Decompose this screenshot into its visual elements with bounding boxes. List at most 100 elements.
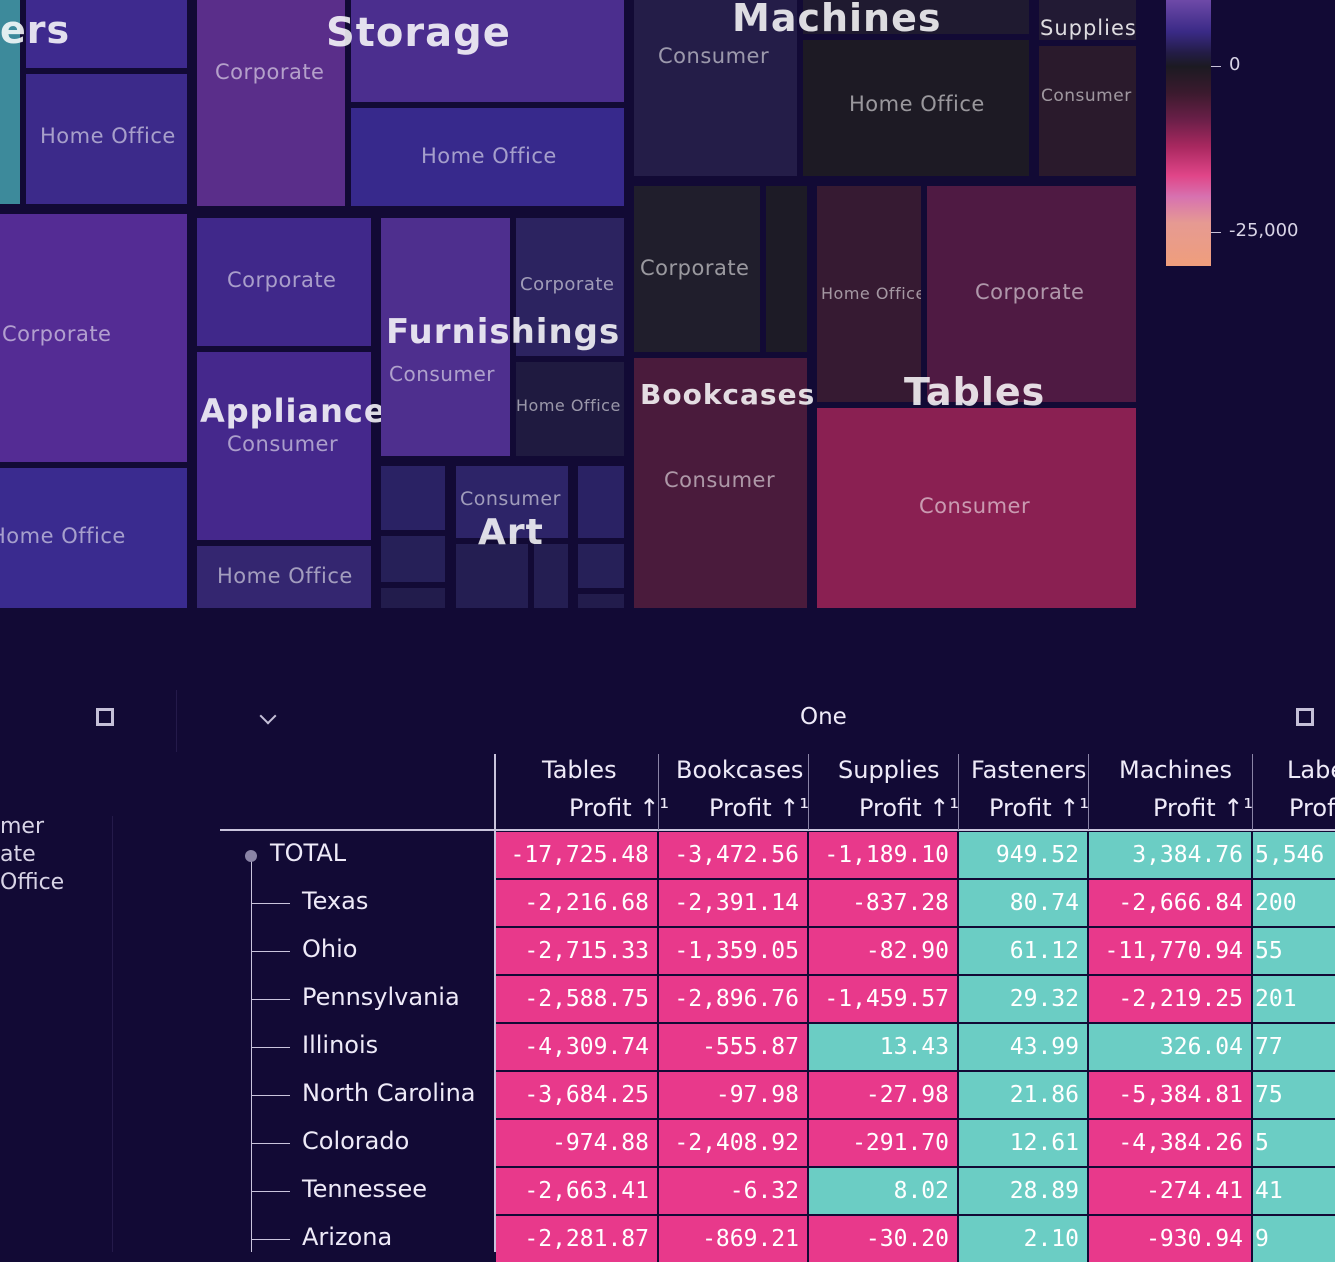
row-label[interactable]: Tennessee [302,1175,428,1203]
pivot-cell[interactable]: -6.32 [659,1168,807,1214]
tile-art-small-8[interactable] [578,594,624,608]
tile-art-small-7[interactable] [578,544,624,588]
tile-furnishings-corporate[interactable]: Corporate [516,218,624,356]
column-header-fasteners[interactable]: Fasteners [971,756,1087,784]
tile-storage-corporate[interactable]: Corporate [197,0,345,206]
pivot-cell[interactable]: -2,715.33 [496,928,657,974]
row-label[interactable]: Illinois [302,1031,379,1059]
legend-item-consumer[interactable]: mer [0,814,45,839]
pivot-cell[interactable]: 8.02 [809,1168,957,1214]
tile-machines-corporate[interactable]: Corporate [634,186,760,352]
pivot-cell[interactable]: -2,281.87 [496,1216,657,1262]
pivot-cell[interactable]: -5,384.81 [1089,1072,1251,1118]
pivot-cell[interactable]: 77 [1253,1024,1335,1070]
tile-machines-top[interactable] [803,0,1029,34]
pivot-cell[interactable]: -11,770.94 [1089,928,1251,974]
row-label[interactable]: Colorado [302,1127,410,1155]
tile-art-small-4[interactable] [381,588,445,608]
pivot-cell[interactable]: 41 [1253,1168,1335,1214]
pivot-cell[interactable]: -27.98 [809,1072,957,1118]
pivot-cell[interactable]: 55 [1253,928,1335,974]
column-measure-fasteners[interactable]: Profit ↑¹ [989,794,1089,822]
tile-art-small-6[interactable] [534,544,568,608]
row-label[interactable]: Pennsylvania [302,983,460,1011]
pivot-cell[interactable]: 43.99 [959,1024,1087,1070]
pivot-cell[interactable]: 9 [1253,1216,1335,1262]
pivot-cell[interactable]: 2.10 [959,1216,1087,1262]
tile-storage-home-office[interactable]: Home Office [351,108,624,206]
column-header-supplies[interactable]: Supplies [838,756,940,784]
pivot-cell[interactable]: -2,896.76 [659,976,807,1022]
pivot-cell[interactable]: 5 [1253,1120,1335,1166]
column-measure-labels[interactable]: Prof [1289,794,1335,822]
tile-tables-home-office[interactable]: Home Office [817,186,921,402]
pivot-cell[interactable]: 28.89 [959,1168,1087,1214]
pivot-cell[interactable]: -869.21 [659,1216,807,1262]
pivot-cell[interactable]: -2,663.41 [496,1168,657,1214]
pivot-cell[interactable]: -3,472.56 [659,832,807,878]
tile-machines-home-office[interactable]: Home Office [803,40,1029,176]
column-header-bookcases[interactable]: Bookcases [676,756,804,784]
pivot-cell[interactable]: -2,391.14 [659,880,807,926]
pivot-cell[interactable]: -974.88 [496,1120,657,1166]
pivot-cell[interactable]: 21.86 [959,1072,1087,1118]
pivot-cell[interactable]: 5,546 [1253,832,1335,878]
pivot-cell[interactable]: -4,384.26 [1089,1120,1251,1166]
pivot-cell[interactable]: -1,189.10 [809,832,957,878]
legend-item-corporate[interactable]: ate [0,842,36,867]
pivot-cell[interactable]: 200 [1253,880,1335,926]
row-label[interactable]: Texas [302,887,369,915]
tile-tables-corporate[interactable]: Corporate [927,186,1136,402]
tile-storage-consumer[interactable] [351,0,624,102]
pivot-cell[interactable]: -1,459.57 [809,976,957,1022]
tile-appliances-home-office[interactable]: Home Office [197,546,371,608]
pivot-cell[interactable]: -274.41 [1089,1168,1251,1214]
tile-machines-consumer[interactable]: Consumer [634,0,797,176]
pivot-cell[interactable]: -837.28 [809,880,957,926]
column-measure-tables[interactable]: Profit ↑¹ [569,794,669,822]
pivot-cell[interactable]: 29.32 [959,976,1087,1022]
column-measure-bookcases[interactable]: Profit ↑¹ [709,794,809,822]
column-measure-machines[interactable]: Profit ↑¹ [1153,794,1253,822]
tile-tables-consumer[interactable]: Consumer [817,408,1136,608]
tile-binders-home-office[interactable]: Home Office [26,74,187,204]
column-header-tables[interactable]: Tables [542,756,617,784]
tile-art-small-5[interactable] [456,544,528,608]
pivot-cell[interactable]: -2,408.92 [659,1120,807,1166]
pivot-cell[interactable]: -2,216.68 [496,880,657,926]
tile-binders-edge[interactable] [0,0,20,204]
tile-appliances-corporate[interactable]: Corporate [197,218,371,346]
tile-binders-home-office-2[interactable]: Home Office [0,468,187,608]
tile-art-small-1[interactable] [381,466,445,530]
tile-art-consumer[interactable]: Consumer [456,466,568,538]
pivot-cell[interactable]: -2,666.84 [1089,880,1251,926]
tile-furnishings-home-office[interactable]: Home Office [516,362,624,456]
row-label-total[interactable]: TOTAL [270,839,347,867]
row-label[interactable]: Arizona [302,1223,393,1251]
fullscreen-icon[interactable] [1296,708,1314,726]
pivot-cell[interactable]: -4,309.74 [496,1024,657,1070]
pivot-cell[interactable]: 201 [1253,976,1335,1022]
pivot-cell[interactable]: -1,359.05 [659,928,807,974]
pivot-cell[interactable]: -2,219.25 [1089,976,1251,1022]
pivot-cell[interactable]: 61.12 [959,928,1087,974]
tile-binders-consumer[interactable] [26,0,187,68]
tile-supplies-consumer[interactable]: Consumer [1039,46,1136,176]
tile-appliances-consumer[interactable]: Consumer [197,352,371,540]
column-measure-supplies[interactable]: Profit ↑¹ [859,794,959,822]
tile-supplies-top[interactable] [1039,0,1136,40]
pivot-cell[interactable]: 12.61 [959,1120,1087,1166]
pivot-cell[interactable]: -17,725.48 [496,832,657,878]
tile-bookcases-consumer[interactable]: Consumer [634,358,807,608]
tile-art-small-2[interactable] [578,466,624,538]
pivot-cell[interactable]: 326.04 [1089,1024,1251,1070]
pivot-cell[interactable]: 949.52 [959,832,1087,878]
pivot-cell[interactable]: -930.94 [1089,1216,1251,1262]
column-header-labels[interactable]: Labe [1287,756,1335,784]
column-header-machines[interactable]: Machines [1119,756,1232,784]
pivot-cell[interactable]: -555.87 [659,1024,807,1070]
pivot-cell[interactable]: -82.90 [809,928,957,974]
row-label[interactable]: Ohio [302,935,358,963]
pivot-cell[interactable]: -2,588.75 [496,976,657,1022]
row-label[interactable]: North Carolina [302,1079,476,1107]
